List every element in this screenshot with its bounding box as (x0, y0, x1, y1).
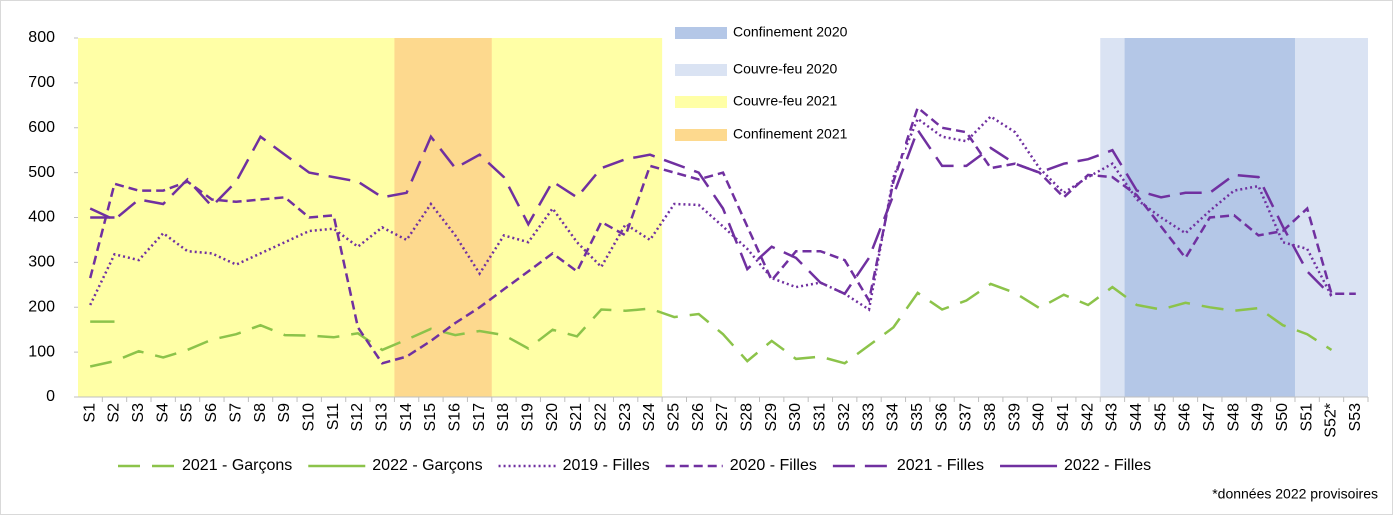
x-tick-label: S32 (836, 403, 853, 432)
x-tick-label: S3 (130, 403, 147, 423)
legend-label: 2020 - Filles (730, 457, 817, 474)
x-tick-label: S11 (325, 403, 342, 430)
x-tick-label: S27 (714, 403, 731, 432)
x-tick-label: S8 (252, 403, 269, 423)
x-tick-label: S43 (1104, 403, 1121, 432)
x-tick-label: S22 (593, 403, 610, 432)
x-tick-label: S10 (300, 403, 317, 432)
y-tick-label: 800 (28, 29, 55, 46)
x-tick-label: S24 (641, 403, 658, 432)
x-tick-label: S5 (179, 403, 196, 423)
legend-label: 2022 - Filles (1064, 457, 1151, 474)
legend-label: 2021 - Filles (897, 457, 984, 474)
x-tick-label: S13 (373, 403, 390, 432)
x-tick-label: S40 (1031, 403, 1048, 432)
x-tick-label: S1 (81, 403, 98, 423)
x-tick-label: S36 (933, 403, 950, 432)
x-tick-label: S41 (1055, 403, 1072, 432)
x-tick-label: S47 (1201, 403, 1218, 432)
y-tick-label: 100 (28, 343, 55, 360)
legend-swatch (675, 64, 727, 76)
y-tick-label: 200 (28, 298, 55, 315)
band (394, 38, 492, 397)
x-tick-label: S25 (666, 403, 683, 432)
bands (78, 38, 1368, 397)
x-tick-label: S48 (1225, 403, 1242, 432)
x-tick-label: S15 (422, 403, 439, 432)
x-tick-label: S9 (276, 403, 293, 423)
x-tick-label: S46 (1177, 403, 1194, 432)
x-tick-label: S34 (885, 403, 902, 432)
x-tick-label: S53 (1347, 403, 1364, 432)
series-line (89, 282, 1333, 368)
x-tick-label: S52* (1323, 403, 1340, 438)
x-tick-label: S26 (690, 403, 707, 432)
footnote: *données 2022 provisoires (1212, 486, 1378, 502)
x-tick-label: S44 (1128, 403, 1145, 432)
x-tick-label: S23 (617, 403, 634, 432)
x-tick-label: S17 (471, 403, 488, 432)
x-tick-label: S45 (1152, 403, 1169, 432)
x-tick-label: S12 (349, 403, 366, 432)
x-tick-label: S37 (958, 403, 975, 432)
x-tick-label: S29 (763, 403, 780, 432)
x-tick-label: S38 (982, 403, 999, 432)
x-tick-label: S35 (909, 403, 926, 432)
x-tick-label: S16 (446, 403, 463, 432)
x-tick-label: S28 (739, 403, 756, 432)
lines (88, 105, 1356, 368)
legend-label: 2022 - Garçons (372, 457, 482, 474)
series-line (89, 114, 1333, 312)
x-tick-label: S18 (495, 403, 512, 432)
x-tick-label: S50 (1274, 403, 1291, 432)
legend-label: Confinement 2020 (733, 24, 848, 40)
legend-swatch (675, 129, 727, 141)
x-tick-label: S19 (520, 403, 537, 432)
x-tick-label: S2 (106, 403, 123, 423)
y-tick-label: 0 (46, 388, 55, 405)
y-tick-label: 400 (28, 209, 55, 226)
legend-swatch (675, 27, 727, 39)
x-tick-label: S7 (227, 403, 244, 423)
legend-label: Couvre-feu 2020 (733, 61, 838, 77)
legend: 2021 - Garçons 2022 - Garçons 2019 - Fille… (118, 457, 1151, 474)
y-tick-label: 700 (28, 74, 55, 91)
x-tick-label: S20 (544, 403, 561, 432)
x-tick-label: S6 (203, 403, 220, 423)
x-tick-label: S31 (812, 403, 829, 432)
x-tick-label: S39 (1006, 403, 1023, 432)
x-tick-label: S21 (568, 403, 585, 432)
legend-label: Confinement 2021 (733, 126, 848, 142)
x-tick-label: S30 (787, 403, 804, 432)
y-tick-label: 500 (28, 164, 55, 181)
legend-swatch (675, 96, 727, 108)
band-legend: Confinement 2020 Couvre-feu 2020 Couvre-fe… (665, 18, 905, 153)
legend-label: 2021 - Garçons (182, 457, 292, 474)
series-line (88, 105, 1356, 365)
legend-label: 2019 - Filles (563, 457, 650, 474)
x-tick-label: S4 (154, 403, 171, 423)
x-tick-label: S51 (1298, 403, 1315, 432)
x-tick-label: S33 (860, 403, 877, 432)
y-tick-label: 600 (28, 119, 55, 136)
x-tick-label: S42 (1079, 403, 1096, 432)
y-tick-label: 300 (28, 254, 55, 271)
x-tick-label: S14 (398, 403, 415, 432)
x-tick-label: S49 (1250, 403, 1267, 432)
legend-label: Couvre-feu 2021 (733, 93, 838, 109)
axes: 0 100 200 300 400 500 600 700 800 S1 S2 S3 S4 S5 S6 S7 S… (28, 29, 1369, 438)
band (78, 38, 663, 397)
